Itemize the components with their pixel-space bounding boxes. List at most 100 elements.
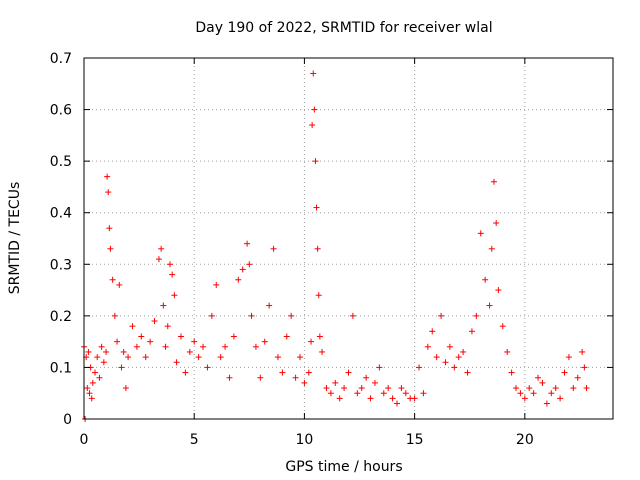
data-point [252,343,259,350]
data-point [169,271,176,278]
data-point [323,385,330,392]
y-axis-label: SRMTID / TECUs [7,182,23,295]
data-point [316,333,323,340]
data-point [517,390,524,397]
data-point [345,369,352,376]
y-tick-label: 0.4 [50,206,72,222]
data-point [266,302,273,309]
data-point [314,245,321,252]
data-point [442,359,449,366]
data-point [142,354,149,361]
data-point [125,354,132,361]
data-point [191,338,198,345]
data-point [244,240,251,247]
data-point [162,343,169,350]
data-point [539,379,546,386]
data-point [100,359,107,366]
data-point [116,281,123,288]
data-point [279,369,286,376]
x-tick-label: 10 [296,432,314,448]
data-point [160,302,167,309]
data-point [104,173,111,180]
data-point [106,225,113,232]
data-point [583,385,590,392]
data-point [548,390,555,397]
data-point [94,354,101,361]
data-point [147,338,154,345]
data-point [98,343,105,350]
data-point [107,245,114,252]
data-point [327,390,334,397]
data-point [460,348,467,355]
data-point [380,390,387,397]
data-point [385,385,392,392]
data-point [213,281,220,288]
chart-title: Day 190 of 2022, SRMTID for receiver wla… [195,20,492,36]
data-point [173,359,180,366]
data-point [336,395,343,402]
data-point [561,369,568,376]
data-point [204,364,211,371]
y-tick-label: 0.7 [50,51,72,67]
y-tick-label: 0 [63,412,72,428]
data-point [574,374,581,381]
data-point [455,354,462,361]
data-point [349,312,356,319]
data-point [257,374,264,381]
data-point [177,333,184,340]
data-point [451,364,458,371]
data-point [468,328,475,335]
data-point [133,343,140,350]
data-point [109,276,116,283]
y-tick-label: 0.5 [50,154,72,170]
data-point [565,354,572,361]
y-tick-label: 0.2 [50,309,72,325]
data-point [526,385,533,392]
data-point [85,348,92,355]
data-point [371,379,378,386]
data-point [151,318,158,325]
data-point [103,348,110,355]
data-point [86,390,93,397]
data-point [292,374,299,381]
data-point [393,400,400,407]
data-point [490,178,497,185]
data-point [310,70,317,77]
data-point [332,379,339,386]
data-point [111,312,118,319]
data-point [579,348,586,355]
data-point [354,390,361,397]
x-axis-label: GPS time / hours [285,459,402,475]
data-point [200,343,207,350]
data-point [248,312,255,319]
data-point [429,328,436,335]
data-point [105,189,112,196]
data-point [195,354,202,361]
data-point [363,374,370,381]
x-tick-label: 0 [80,432,89,448]
data-point [504,348,511,355]
data-point [226,374,233,381]
data-point [261,338,268,345]
data-point [311,106,318,113]
x-tick-label: 5 [190,432,199,448]
data-point [389,395,396,402]
data-point [482,276,489,283]
data-point [416,364,423,371]
data-point [495,287,502,294]
data-point [521,395,528,402]
data-point [543,400,550,407]
x-tick-label: 15 [406,432,424,448]
data-point [313,204,320,211]
data-point [411,395,418,402]
data-point [473,312,480,319]
data-point [315,292,322,299]
data-point [166,261,173,268]
data-point [486,302,493,309]
data-point [530,390,537,397]
data-point [557,395,564,402]
data-point [274,354,281,361]
data-point [499,323,506,330]
data-point [246,261,253,268]
